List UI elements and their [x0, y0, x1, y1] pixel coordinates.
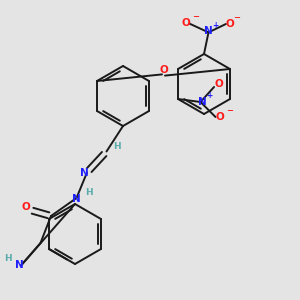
Text: O: O [21, 202, 30, 212]
Text: N: N [80, 167, 89, 178]
Text: H: H [113, 142, 121, 152]
Text: +: + [206, 91, 212, 100]
Text: O: O [214, 79, 223, 89]
Text: O: O [159, 64, 168, 75]
Text: H: H [85, 188, 93, 197]
Text: −: − [233, 13, 240, 22]
Text: −: − [192, 12, 199, 21]
Text: H: H [4, 254, 12, 263]
Text: N: N [198, 97, 206, 107]
Text: +: + [212, 21, 218, 30]
Text: O: O [216, 112, 224, 122]
Text: N: N [204, 26, 213, 36]
Text: O: O [225, 19, 234, 29]
Text: N: N [72, 194, 81, 205]
Text: −: − [226, 106, 233, 115]
Text: N: N [15, 260, 24, 271]
Text: O: O [182, 18, 190, 28]
